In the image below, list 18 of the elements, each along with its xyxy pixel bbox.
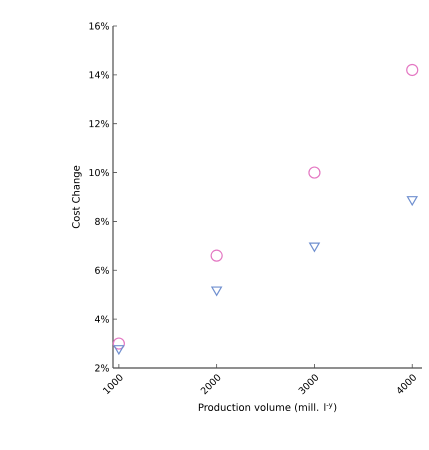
y-tick-label: 12% xyxy=(89,120,109,128)
point xyxy=(309,242,320,252)
point xyxy=(406,64,418,76)
y-tick-label: 10% xyxy=(89,168,109,176)
x-axis-title: Production volume (mill. l$^{-y}$) xyxy=(198,403,336,412)
y-tick-label: 14% xyxy=(89,71,109,78)
point xyxy=(308,166,321,179)
point xyxy=(112,337,125,350)
point xyxy=(114,345,124,355)
point xyxy=(210,250,223,262)
y-tick-label: 2% xyxy=(95,364,109,372)
y-tick-label: 6% xyxy=(95,266,109,274)
point xyxy=(211,286,222,296)
y-axis-title: Cost Change xyxy=(72,166,82,228)
point xyxy=(406,196,418,206)
y-tick-label: 16% xyxy=(89,22,109,30)
y-tick-label: 4% xyxy=(94,316,109,323)
y-tick-label: 8% xyxy=(95,218,109,226)
